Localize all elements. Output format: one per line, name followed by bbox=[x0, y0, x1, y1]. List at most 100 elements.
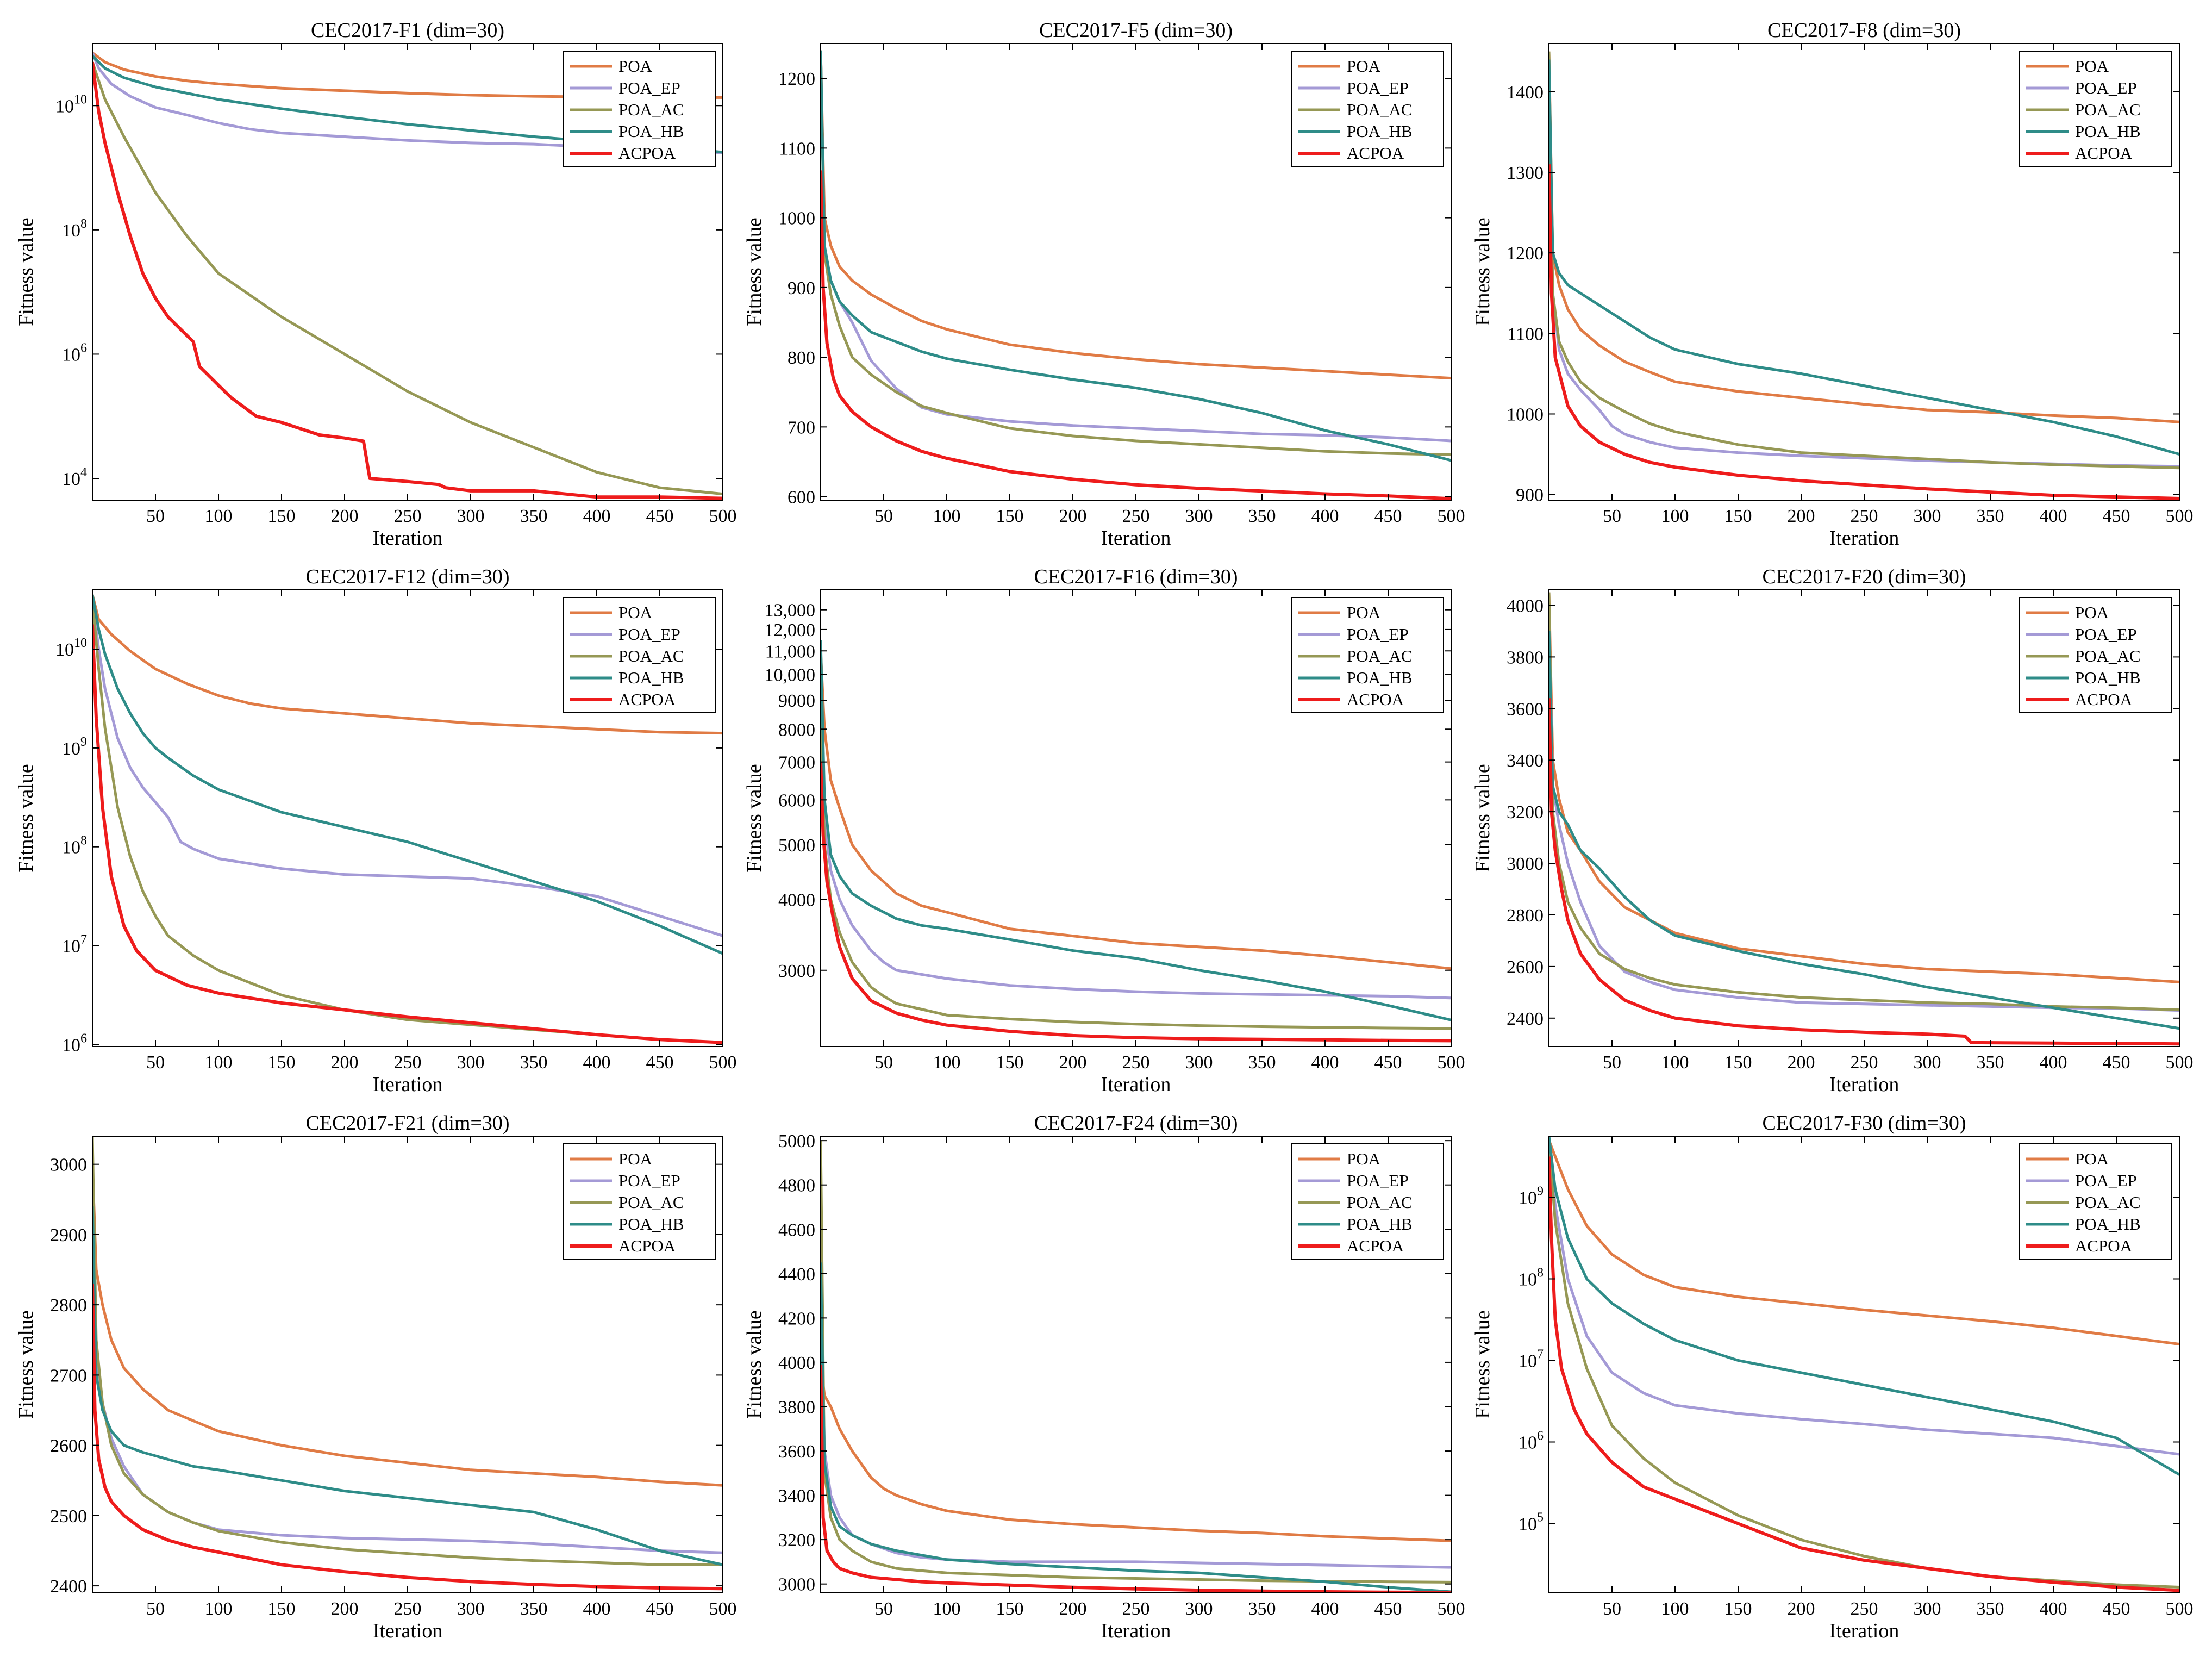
legend-label-poa-ac: POA_AC bbox=[618, 1193, 684, 1212]
y-axis-label: Fitness value bbox=[15, 1310, 38, 1418]
y-tick-label: 2800 bbox=[1507, 906, 1544, 926]
x-tick-label: 350 bbox=[1248, 1052, 1276, 1073]
series-line-acpoa bbox=[821, 762, 1451, 1043]
y-tick-label: 2900 bbox=[50, 1225, 87, 1245]
series-line-poa-ac bbox=[821, 700, 1451, 1030]
x-tick-label: 500 bbox=[709, 506, 737, 526]
legend-label-poa: POA bbox=[2075, 57, 2109, 76]
y-tick-label: 7000 bbox=[778, 753, 815, 773]
x-tick-label: 300 bbox=[1914, 1599, 1941, 1619]
y-tick-label: 9000 bbox=[778, 691, 815, 711]
x-tick-label: 450 bbox=[2103, 1599, 2130, 1619]
legend-label-poa-hb: POA_HB bbox=[618, 668, 684, 687]
x-axis-label: Iteration bbox=[1101, 1619, 1171, 1642]
x-tick-label: 300 bbox=[457, 1052, 485, 1073]
x-tick-label: 250 bbox=[394, 506, 422, 526]
y-tick-label: 600 bbox=[788, 488, 815, 508]
x-tick-label: 350 bbox=[1977, 1052, 2004, 1073]
series-line-poa bbox=[1549, 1139, 2179, 1345]
legend-label-poa-hb: POA_HB bbox=[618, 1214, 684, 1234]
x-tick-label: 100 bbox=[933, 1599, 961, 1619]
legend-label-acpoa: ACPOA bbox=[618, 690, 676, 709]
y-tick-label: 108 bbox=[1519, 1266, 1544, 1290]
y-tick-label: 104 bbox=[62, 465, 87, 489]
y-axis-label: Fitness value bbox=[743, 217, 766, 326]
x-tick-label: 250 bbox=[1851, 1052, 1878, 1073]
x-tick-label: 300 bbox=[1914, 1052, 1941, 1073]
x-tick-label: 450 bbox=[646, 1052, 674, 1073]
y-tick-label: 3000 bbox=[1507, 854, 1544, 874]
x-tick-label: 200 bbox=[331, 1052, 359, 1073]
chart-title: CEC2017-F5 (dim=30) bbox=[1039, 19, 1233, 42]
y-tick-label: 3800 bbox=[778, 1397, 815, 1417]
series-line-poa-ac bbox=[1549, 51, 2179, 470]
x-tick-label: 100 bbox=[933, 506, 961, 526]
y-tick-label: 8000 bbox=[778, 720, 815, 740]
series-line-poa-ac bbox=[1549, 592, 2179, 1012]
legend-label-poa-ep: POA_EP bbox=[2075, 625, 2137, 644]
chart-title: CEC2017-F30 (dim=30) bbox=[1762, 1112, 1966, 1135]
x-tick-label: 200 bbox=[331, 506, 359, 526]
legend-label-poa: POA bbox=[618, 1149, 653, 1168]
legend-label-poa: POA bbox=[1347, 603, 1381, 622]
y-tick-label: 10,000 bbox=[765, 665, 816, 685]
legend-label-poa-hb: POA_HB bbox=[2075, 668, 2141, 687]
chart-panel-3: 50 100 150 200 250 300 350 400 450 500 900 1000 1100… bbox=[1471, 19, 2194, 550]
series-line-poa-ac bbox=[92, 61, 723, 496]
series-line-poa-ep bbox=[92, 599, 723, 937]
x-tick-label: 200 bbox=[331, 1599, 359, 1619]
x-tick-label: 350 bbox=[520, 506, 548, 526]
x-tick-label: 150 bbox=[996, 506, 1024, 526]
series-line-poa bbox=[821, 50, 1451, 380]
x-tick-label: 100 bbox=[205, 1052, 233, 1073]
legend-label-poa-ac: POA_AC bbox=[618, 646, 684, 665]
legend-label-poa: POA bbox=[2075, 1149, 2109, 1168]
x-tick-label: 200 bbox=[1059, 1599, 1087, 1619]
series-line-poa bbox=[821, 651, 1451, 970]
y-axis-label: Fitness value bbox=[1471, 764, 1494, 872]
x-tick-label: 50 bbox=[146, 1599, 165, 1619]
x-tick-label: 200 bbox=[1788, 1599, 1815, 1619]
x-tick-label: 100 bbox=[1661, 506, 1689, 526]
x-axis-label: Iteration bbox=[1101, 527, 1171, 550]
x-tick-label: 150 bbox=[1724, 506, 1752, 526]
y-tick-label: 2600 bbox=[1507, 957, 1544, 977]
legend-label-poa-ac: POA_AC bbox=[618, 100, 684, 119]
x-tick-label: 400 bbox=[2040, 1052, 2067, 1073]
y-tick-label: 11,000 bbox=[765, 641, 815, 662]
x-tick-label: 300 bbox=[457, 1599, 485, 1619]
series-line-poa-hb bbox=[821, 50, 1451, 462]
x-tick-label: 50 bbox=[1603, 506, 1621, 526]
y-axis-label: Fitness value bbox=[743, 1310, 766, 1418]
y-tick-label: 107 bbox=[62, 933, 87, 957]
legend-label-poa-ac: POA_AC bbox=[1347, 646, 1413, 665]
y-tick-label: 2800 bbox=[50, 1295, 87, 1316]
x-tick-label: 150 bbox=[268, 1052, 296, 1073]
x-tick-label: 150 bbox=[996, 1052, 1024, 1073]
y-tick-label: 3200 bbox=[778, 1530, 815, 1550]
y-tick-label: 105 bbox=[1519, 1511, 1544, 1535]
series-line-poa-ep bbox=[821, 700, 1451, 1000]
x-tick-label: 500 bbox=[2166, 1599, 2194, 1619]
y-tick-label: 106 bbox=[62, 341, 87, 365]
legend-label-acpoa: ACPOA bbox=[1347, 690, 1404, 709]
x-tick-label: 500 bbox=[709, 1052, 737, 1073]
series-line-poa-hb bbox=[92, 1206, 723, 1566]
y-tick-label: 13,000 bbox=[765, 601, 816, 621]
series-line-poa bbox=[821, 1362, 1451, 1542]
x-tick-label: 100 bbox=[1661, 1052, 1689, 1073]
x-tick-label: 100 bbox=[205, 1599, 233, 1619]
legend-label-acpoa: ACPOA bbox=[2075, 690, 2133, 709]
x-tick-label: 400 bbox=[2040, 506, 2067, 526]
chart-title: CEC2017-F12 (dim=30) bbox=[305, 565, 509, 588]
series-line-acpoa bbox=[821, 170, 1451, 500]
x-tick-label: 50 bbox=[146, 1052, 165, 1073]
x-tick-label: 250 bbox=[1122, 1052, 1150, 1073]
y-tick-label: 1400 bbox=[1507, 83, 1544, 103]
y-tick-label: 109 bbox=[1519, 1185, 1544, 1209]
series-line-acpoa bbox=[92, 61, 723, 500]
x-axis-label: Iteration bbox=[1829, 1073, 1899, 1096]
y-tick-label: 108 bbox=[62, 834, 87, 858]
series-line-poa-hb bbox=[1549, 59, 2179, 456]
legend-label-poa-ep: POA_EP bbox=[1347, 78, 1409, 97]
